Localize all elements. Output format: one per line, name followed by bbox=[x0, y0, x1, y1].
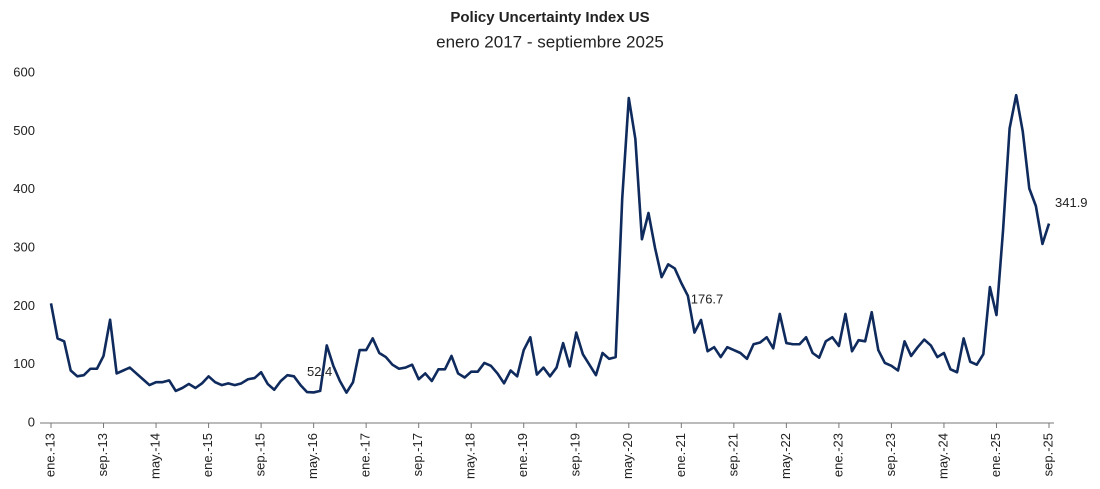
value-label: 52.4 bbox=[307, 364, 332, 379]
y-tick-label: 600 bbox=[13, 64, 35, 79]
x-tick-label: sep.-15 bbox=[253, 433, 268, 476]
y-tick-label: 100 bbox=[13, 356, 35, 371]
series-line bbox=[49, 93, 1051, 394]
y-tick-label: 200 bbox=[13, 298, 35, 313]
y-tick-label: 300 bbox=[13, 239, 35, 254]
y-tick-label: 0 bbox=[28, 414, 35, 429]
x-tick-label: ene.-23 bbox=[830, 433, 845, 477]
value-label: 341.9 bbox=[1055, 195, 1088, 210]
x-tick-label: ene.-13 bbox=[42, 433, 57, 477]
x-tick-label: ene.-19 bbox=[515, 433, 530, 477]
x-tick-label: ene.-17 bbox=[358, 433, 373, 477]
x-tick-label: ene.-25 bbox=[988, 433, 1003, 477]
x-tick-label: sep.-13 bbox=[95, 433, 110, 476]
x-tick-label: may.-20 bbox=[620, 433, 635, 479]
value-label: 176.7 bbox=[691, 291, 724, 306]
x-tick-label: may.-14 bbox=[147, 433, 162, 479]
x-tick-label: sep.-19 bbox=[568, 433, 583, 476]
x-tick-label: sep.-25 bbox=[1040, 433, 1055, 476]
y-tick-label: 500 bbox=[13, 123, 35, 138]
y-tick-label: 400 bbox=[13, 181, 35, 196]
x-tick-label: may.-22 bbox=[778, 433, 793, 479]
x-tick-label: ene.-15 bbox=[200, 433, 215, 477]
x-tick-label: may.-16 bbox=[305, 433, 320, 479]
chart-title: Policy Uncertainty Index US bbox=[450, 9, 649, 26]
chart-subtitle: enero 2017 - septiembre 2025 bbox=[436, 32, 664, 51]
x-tick-label: may.-24 bbox=[935, 433, 950, 479]
x-tick-label: ene.-21 bbox=[673, 433, 688, 477]
x-tick-label: sep.-23 bbox=[883, 433, 898, 476]
x-tick-label: may.-18 bbox=[463, 433, 478, 479]
x-tick-label: sep.-21 bbox=[725, 433, 740, 476]
x-tick-label: sep.-17 bbox=[410, 433, 425, 476]
